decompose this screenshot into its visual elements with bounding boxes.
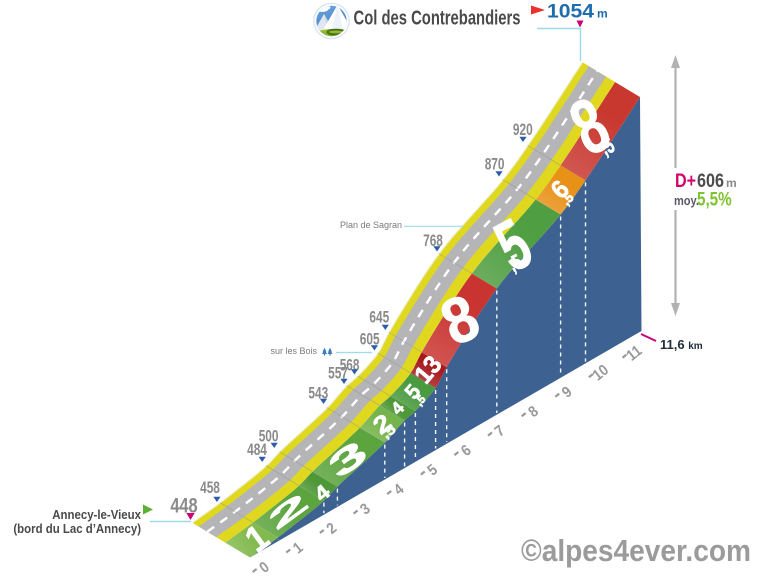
svg-text:Col des Contrebandiers: Col des Contrebandiers [354, 8, 521, 30]
svg-text:557: 557 [328, 365, 348, 383]
svg-text:Annecy-le-Vieux: Annecy-le-Vieux [52, 507, 141, 522]
svg-text:m: m [726, 176, 737, 190]
svg-text:606: 606 [697, 170, 724, 192]
svg-text:768: 768 [423, 232, 443, 250]
svg-text:870: 870 [485, 156, 505, 174]
svg-text:11,6 km: 11,6 km [660, 337, 703, 352]
svg-text:920: 920 [513, 121, 533, 139]
svg-text:448: 448 [170, 493, 197, 516]
svg-text:©alpes4ever.com: ©alpes4ever.com [521, 533, 751, 568]
svg-text:sur les Bois: sur les Bois [270, 346, 317, 356]
svg-text:543: 543 [308, 385, 328, 403]
svg-text:605: 605 [360, 331, 380, 349]
svg-text:645: 645 [369, 309, 389, 327]
svg-text:moy.: moy. [674, 193, 699, 208]
svg-text:1054: 1054 [547, 2, 594, 23]
svg-text:m: m [597, 7, 608, 21]
svg-text:568: 568 [340, 357, 360, 375]
svg-text:Plan de Sagran: Plan de Sagran [340, 220, 402, 230]
svg-text:458: 458 [200, 479, 220, 497]
svg-text:500: 500 [259, 428, 279, 446]
svg-text:5,5%: 5,5% [697, 188, 732, 210]
svg-text:D+: D+ [675, 170, 696, 192]
svg-text:(bord du Lac d’Annecy): (bord du Lac d’Annecy) [13, 521, 141, 536]
svg-text:484: 484 [247, 441, 267, 459]
